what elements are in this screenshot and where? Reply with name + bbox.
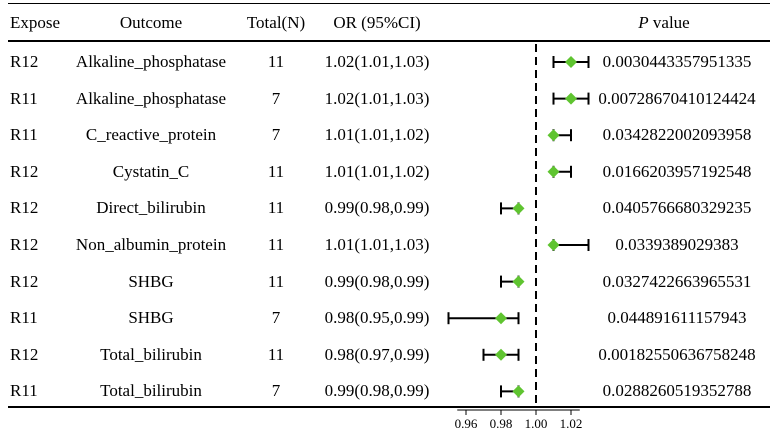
top-rule bbox=[8, 3, 770, 4]
ci-marker bbox=[447, 312, 520, 325]
header-expose: Expose bbox=[10, 13, 61, 32]
cell-p-value: 0.0166203957192548 bbox=[602, 161, 752, 181]
cell-p-value: 0.0327422663965531 bbox=[602, 271, 752, 291]
point-estimate bbox=[565, 56, 577, 68]
cell-p-value: 0.0405766680329235 bbox=[602, 198, 752, 218]
cell-outcome: Direct_bilirubin bbox=[96, 198, 206, 218]
cell-or: 1.02(1.01,1.03) bbox=[324, 88, 430, 108]
cell-or: 0.98(0.97,0.99) bbox=[324, 344, 430, 364]
cell-expose: R11 bbox=[10, 381, 38, 401]
cell-total: 11 bbox=[267, 52, 285, 71]
cell-expose: R12 bbox=[10, 235, 39, 254]
x-tick-label: 1.00 bbox=[525, 416, 548, 431]
ci-marker bbox=[500, 275, 525, 288]
cell-outcome: Alkaline_phosphatase bbox=[75, 88, 227, 108]
cell-expose: R11 bbox=[10, 88, 38, 108]
cell-or: 0.99(0.98,0.99) bbox=[324, 198, 430, 218]
ci-marker bbox=[552, 92, 590, 105]
point-estimate bbox=[512, 275, 525, 288]
cell-p-value: 0.044891611157943 bbox=[607, 308, 747, 328]
point-estimate bbox=[565, 92, 577, 105]
cell-or: 1.01(1.01,1.03) bbox=[324, 235, 430, 254]
point-estimate bbox=[512, 385, 525, 398]
cell-expose: R12 bbox=[10, 344, 39, 364]
ci-marker bbox=[500, 202, 525, 215]
point-estimate bbox=[547, 239, 560, 251]
cell-or: 0.99(0.98,0.99) bbox=[324, 271, 430, 291]
ci-marker bbox=[547, 165, 572, 178]
cell-outcome: Non_albumin_protein bbox=[75, 235, 227, 254]
cell-expose: R11 bbox=[10, 308, 38, 328]
cell-p-value: 0.00728670410124424 bbox=[598, 88, 756, 108]
point-estimate bbox=[495, 348, 507, 361]
cell-total: 11 bbox=[267, 271, 285, 291]
header-p-italic: P bbox=[638, 13, 649, 32]
cell-total: 11 bbox=[267, 344, 285, 364]
ci-marker bbox=[552, 56, 590, 68]
point-estimate bbox=[512, 202, 525, 215]
cell-or: 0.98(0.95,0.99) bbox=[324, 308, 430, 328]
cell-p-value: 0.0288260519352788 bbox=[602, 381, 752, 401]
cell-or: 1.02(1.01,1.03) bbox=[324, 52, 430, 71]
cell-p-value: 0.0339389029383 bbox=[615, 235, 739, 254]
header-outcome: Outcome bbox=[119, 13, 183, 32]
cell-expose: R12 bbox=[10, 271, 39, 291]
cell-total: 11 bbox=[267, 161, 285, 181]
cell-expose: R11 bbox=[10, 125, 38, 145]
point-estimate bbox=[547, 129, 560, 142]
bottom-rule bbox=[8, 406, 770, 408]
x-tick-label: 0.96 bbox=[455, 416, 478, 431]
cell-total: 11 bbox=[267, 235, 285, 254]
cell-expose: R12 bbox=[10, 52, 39, 71]
cell-outcome: Alkaline_phosphatase bbox=[75, 52, 227, 71]
cell-p-value: 0.0030443357951335 bbox=[602, 52, 752, 71]
cell-p-value: 0.00182550636758248 bbox=[598, 344, 756, 364]
x-tick-label: 0.98 bbox=[490, 416, 513, 431]
cell-expose: R12 bbox=[10, 198, 39, 218]
cell-total: 7 bbox=[271, 125, 281, 145]
cell-or: 1.01(1.01,1.02) bbox=[324, 161, 430, 181]
cell-outcome: Total_bilirubin bbox=[100, 344, 202, 364]
cell-expose: R12 bbox=[10, 161, 39, 181]
ci-marker bbox=[500, 385, 525, 398]
cell-total: 7 bbox=[271, 381, 281, 401]
cell-outcome: C_reactive_protein bbox=[85, 125, 217, 145]
cell-p-value: 0.0342822002093958 bbox=[602, 125, 752, 145]
point-estimate bbox=[495, 312, 507, 325]
cell-total: 11 bbox=[267, 198, 285, 218]
cell-outcome: Cystatin_C bbox=[112, 161, 190, 181]
point-estimate bbox=[547, 165, 560, 178]
cell-or: 0.99(0.98,0.99) bbox=[324, 381, 430, 401]
cell-outcome: SHBG bbox=[128, 308, 174, 328]
header-total: Total(N) bbox=[246, 13, 306, 32]
cell-total: 7 bbox=[271, 308, 281, 328]
header-p-rest: value bbox=[648, 13, 690, 32]
header-p-value: P value bbox=[638, 13, 689, 33]
ci-marker bbox=[547, 129, 572, 142]
cell-outcome: SHBG bbox=[128, 271, 174, 291]
header-rule bbox=[8, 40, 770, 42]
ci-marker bbox=[482, 348, 520, 361]
cell-or: 1.01(1.01,1.02) bbox=[324, 125, 430, 145]
x-tick-label: 1.02 bbox=[560, 416, 583, 431]
ci-marker bbox=[547, 239, 590, 251]
cell-outcome: Total_bilirubin bbox=[100, 381, 202, 401]
cell-total: 7 bbox=[271, 88, 281, 108]
header-or: OR (95%CI) bbox=[333, 13, 421, 32]
